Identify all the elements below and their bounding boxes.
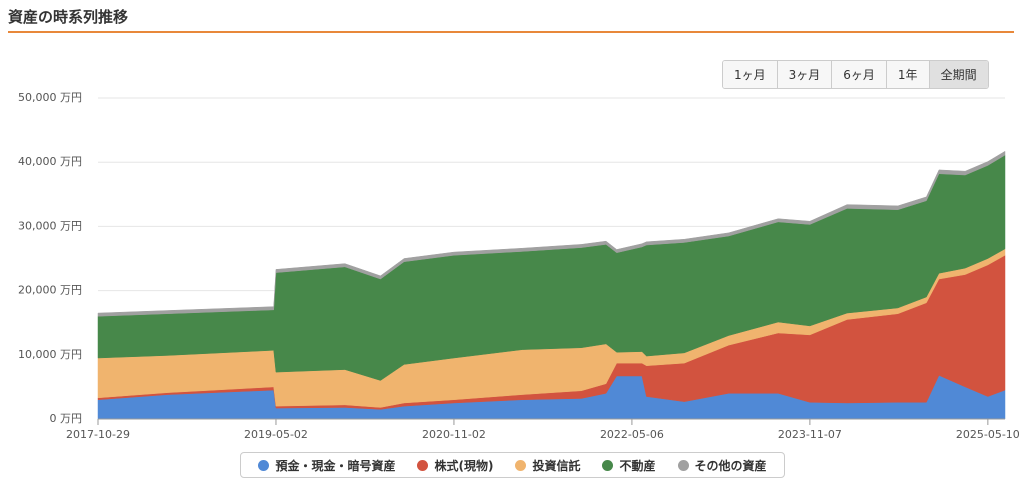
x-tick-label: 2017-10-29 [66, 428, 130, 441]
legend-swatch [258, 459, 270, 471]
legend-item[interactable]: 投資信託 [515, 457, 580, 474]
y-tick-label: 20,000 万円 [18, 284, 82, 297]
x-tick-label: 2023-11-07 [778, 428, 842, 441]
chart: 0 万円 10,000 万円 20,000 万円 30,000 万円 40,000 万円… [18, 91, 1020, 441]
x-tick-label: 2020-11-02 [422, 428, 486, 441]
legend-label: 株式(現物) [434, 458, 494, 473]
legend-label: 不動産 [619, 458, 656, 473]
range-button[interactable]: 3ヶ月 [776, 61, 832, 88]
x-tick-label: 2019-05-02 [244, 428, 308, 441]
legend: 預金・現金・暗号資産 株式(現物) 投資信託 不動産 その他の資産 [240, 452, 785, 478]
y-tick-label: 50,000 万円 [18, 91, 82, 104]
legend-swatch [417, 459, 429, 471]
legend-swatch [677, 459, 689, 471]
y-tick-label: 10,000 万円 [18, 348, 82, 361]
legend-item[interactable]: 不動産 [602, 457, 656, 474]
x-tick-label: 2025-05-10 [956, 428, 1020, 441]
legend-item[interactable]: 預金・現金・暗号資産 [258, 457, 395, 474]
range-button[interactable]: 1ヶ月 [723, 61, 777, 88]
range-buttons: 1ヶ月 3ヶ月 6ヶ月 1年 全期間 [722, 60, 989, 89]
legend-swatch [515, 459, 527, 471]
legend-swatch [602, 459, 614, 471]
legend-label: その他の資産 [694, 458, 767, 473]
range-button[interactable]: 6ヶ月 [831, 61, 886, 88]
range-button[interactable]: 全期間 [928, 61, 988, 88]
area [97, 150, 1006, 317]
x-tick-label: 2022-05-06 [600, 428, 664, 441]
legend-label: 投資信託 [532, 458, 581, 473]
legend-item[interactable]: 株式(現物) [417, 457, 493, 474]
y-tick-label: 40,000 万円 [18, 155, 82, 168]
y-tick-label: 30,000 万円 [18, 219, 82, 232]
legend-label: 預金・現金・暗号資産 [275, 458, 396, 473]
page-title: 資産の時系列推移 [8, 8, 129, 26]
y-tick-label: 0 万円 [50, 412, 83, 425]
range-button[interactable]: 1年 [885, 61, 929, 88]
title-rule [8, 31, 1014, 33]
legend-item[interactable]: その他の資産 [677, 457, 767, 474]
